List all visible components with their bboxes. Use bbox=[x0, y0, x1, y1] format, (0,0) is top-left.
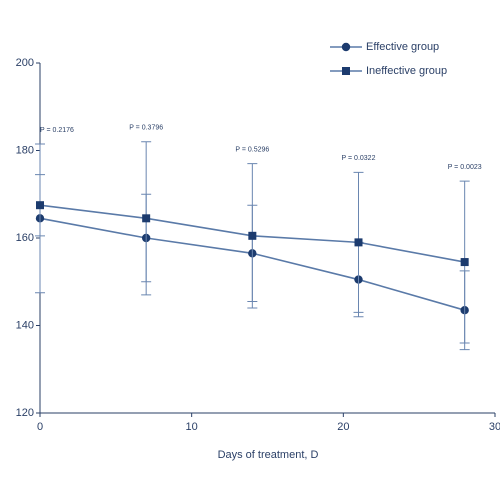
annotation: P = 0.5296 bbox=[235, 146, 269, 153]
x-axis-label: Days of treatment, D bbox=[218, 449, 319, 461]
data-point bbox=[248, 231, 257, 240]
legend-label: Effective group bbox=[366, 41, 439, 53]
y-tick-label: 140 bbox=[16, 319, 34, 331]
x-tick-label: 0 bbox=[37, 421, 43, 433]
x-tick-label: 10 bbox=[186, 421, 198, 433]
legend-marker bbox=[342, 67, 350, 75]
data-point bbox=[354, 238, 363, 247]
y-tick-label: 200 bbox=[16, 57, 34, 69]
data-point bbox=[36, 201, 44, 210]
data-point bbox=[460, 258, 469, 267]
legend-marker bbox=[341, 42, 351, 52]
x-tick-label: 20 bbox=[337, 421, 349, 433]
annotation: P = 0.0023 bbox=[448, 164, 482, 171]
annotation: P = 0.2176 bbox=[40, 127, 74, 134]
y-tick-label: 180 bbox=[16, 144, 34, 156]
annotation: P = 0.0322 bbox=[342, 155, 376, 162]
y-tick-label: 160 bbox=[16, 232, 34, 244]
y-tick-label: 120 bbox=[16, 407, 34, 419]
data-point bbox=[142, 214, 151, 223]
legend-label: Ineffective group bbox=[366, 65, 447, 77]
x-tick-label: 30 bbox=[489, 421, 500, 433]
annotation: P = 0.3796 bbox=[129, 125, 163, 132]
